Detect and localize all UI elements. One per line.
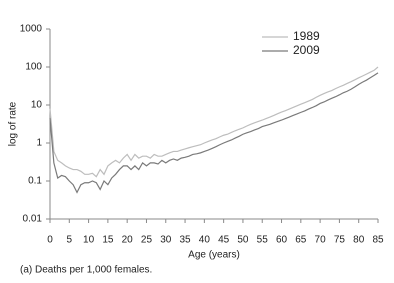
x-tick-label: 75 (334, 235, 346, 246)
x-tick-label: 65 (295, 235, 307, 246)
x-tick-label: 25 (141, 235, 153, 246)
y-tick-label: 10 (31, 100, 43, 111)
y-tick-label: 1000 (20, 24, 43, 35)
legend-label: 2009 (293, 43, 320, 57)
y-axis-label: log of rate (8, 101, 19, 146)
x-tick-label: 45 (218, 235, 230, 246)
x-tick-label: 70 (315, 235, 327, 246)
x-tick-label: 35 (179, 235, 191, 246)
x-tick-label: 0 (47, 235, 53, 246)
x-tick-label: 55 (257, 235, 269, 246)
x-axis-label: Age (years) (188, 250, 240, 261)
y-tick-label: 1 (36, 138, 42, 149)
x-tick-label: 80 (353, 235, 365, 246)
x-tick-label: 15 (102, 235, 114, 246)
series-line (49, 66, 379, 178)
x-tick-label: 20 (122, 235, 134, 246)
footnote: (a) Deaths per 1,000 females. (20, 265, 152, 276)
y-tick-label: 0.1 (28, 176, 42, 187)
x-tick-label: 5 (67, 235, 73, 246)
x-tick-label: 40 (199, 235, 211, 246)
y-tick-label: 0.01 (23, 214, 43, 225)
x-tick-label: 30 (160, 235, 172, 246)
series-line (49, 72, 379, 194)
x-tick-label: 85 (372, 235, 384, 246)
legend-label: 1989 (293, 29, 320, 43)
x-tick-label: 10 (83, 235, 95, 246)
x-tick-label: 60 (276, 235, 288, 246)
y-tick-label: 100 (25, 62, 42, 73)
x-tick-label: 50 (237, 235, 249, 246)
